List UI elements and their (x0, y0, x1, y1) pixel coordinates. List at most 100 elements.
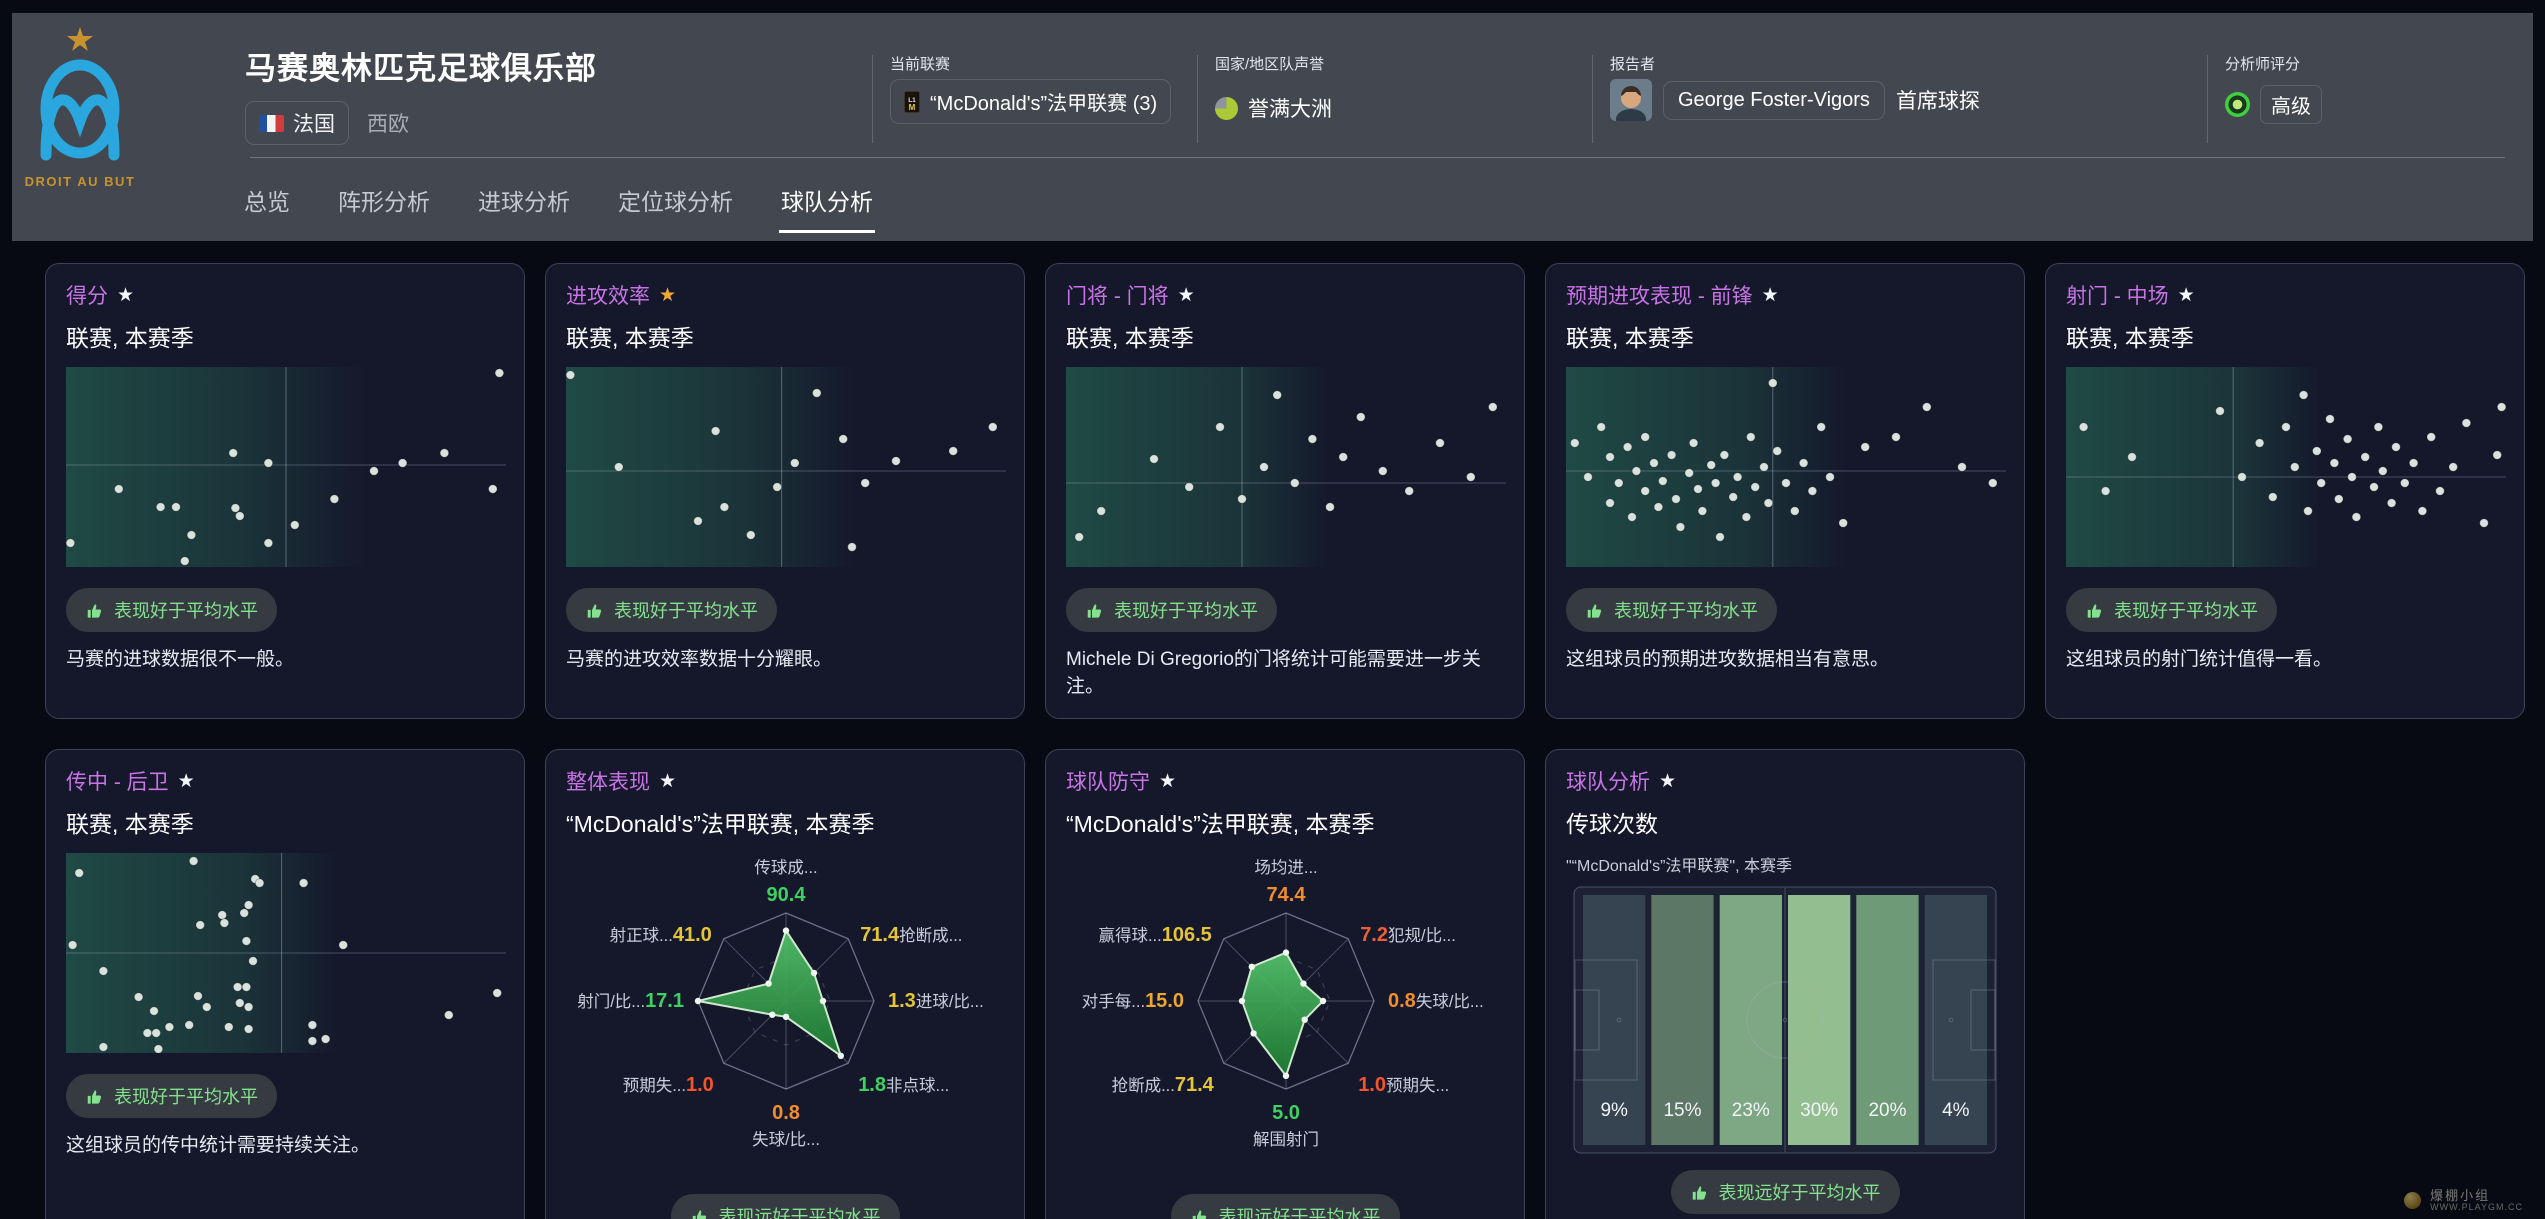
data-point (1658, 476, 1668, 486)
card-subtitle: “McDonald's”法甲联赛, 本赛季 (1066, 811, 1375, 838)
data-point (2316, 478, 2326, 488)
data-point (2237, 472, 2247, 482)
data-point (307, 1020, 318, 1030)
radar-outer-ring (697, 912, 875, 1090)
watermark: 爆棚小组 WWW.PLAYGM.CC (2404, 1188, 2523, 1213)
pitch-zone-bar (1583, 895, 1646, 1146)
card-score: 得分 ★ 联赛, 本赛季 表现好于平均水平 马赛的进球数据很不一般。 (45, 263, 525, 720)
thumbs-up-icon (1192, 1210, 1206, 1219)
data-point (1746, 432, 1756, 442)
data-point (1957, 462, 1967, 472)
card-title-text: 球队防守 (1066, 771, 1150, 795)
data-point (988, 422, 998, 432)
data-point (1622, 442, 1633, 452)
club-header: DROIT AU BUT 马赛奥林匹克足球俱乐部 法国 西欧 当前联赛 L1 M… (12, 13, 2533, 241)
data-point (1466, 472, 1476, 482)
header-divider (1592, 55, 1593, 143)
data-point (133, 992, 144, 1002)
data-point (2215, 406, 2225, 416)
data-point (746, 530, 756, 540)
analysis-cards-grid: 得分 ★ 联赛, 本赛季 表现好于平均水平 马赛的进球数据很不一般。 进攻效率 ★ 联赛, 本… (45, 263, 2525, 1219)
data-point (184, 1020, 194, 1030)
radar-vertex (1238, 997, 1246, 1005)
zone-percent-label: 4% (1942, 1100, 1970, 1121)
data-point (1404, 486, 1415, 496)
radar-axis-entry: 赢得球...106.5 (1098, 924, 1211, 946)
zone-percent-label: 15% (1663, 1100, 1701, 1121)
data-point (1570, 438, 1580, 448)
card-shots-midfield: 射门 - 中场 ★ 联赛, 本赛季 表现好于平均水平 这组球员的射门统计值得一看。 (2045, 263, 2525, 720)
data-point (2281, 422, 2291, 432)
scatter-plot (1566, 367, 2006, 567)
data-point (235, 511, 245, 521)
zone-percent-label: 30% (1800, 1100, 1838, 1121)
star-icon: ★ (659, 284, 677, 306)
performance-badge-text: 表现好于平均水平 (1614, 601, 1758, 621)
data-point (235, 998, 245, 1008)
crest-star-icon (67, 27, 93, 51)
card-description: 这组球员的射门统计值得一看。 (2066, 649, 2333, 670)
scatter-plot (565, 367, 1006, 567)
data-point (1684, 468, 1694, 478)
radar-vertex (1250, 1030, 1257, 1037)
data-point (188, 856, 199, 866)
data-point (2479, 518, 2489, 528)
data-point (329, 494, 340, 504)
data-point (1675, 522, 1686, 532)
data-point (2342, 434, 2353, 444)
star-icon: ★ (2177, 284, 2195, 306)
analyst-rating-icon (2225, 92, 2250, 117)
thumbs-up-icon (87, 603, 102, 618)
nation-reputation-value: 誉满大洲 (1248, 98, 1332, 121)
reporter-name-box[interactable]: George Foster-Vigors (1663, 80, 1885, 120)
card-subtitle: 联赛, 本赛季 (1066, 325, 1194, 351)
crest-motto: DROIT AU BUT (25, 174, 136, 189)
performance-badge: 表现远好于平均水平 (1670, 1170, 1900, 1215)
tab-0[interactable]: 总览 (244, 189, 290, 215)
performance-badge: 表现远好于平均水平 (670, 1194, 900, 1219)
data-point (1772, 446, 1782, 456)
radar-axis-label: 场均进... (1254, 858, 1317, 877)
data-point (488, 484, 498, 494)
data-point (202, 1002, 212, 1012)
radar-vertex (1319, 997, 1327, 1005)
card-team-defence: 球队防守 ★ “McDonald's”法甲联赛, 本赛季场均进... 74.4 7.2犯… (1045, 749, 1525, 1219)
star-icon: ★ (1159, 770, 1177, 792)
card-title: 射门 - 中场 ★ (2066, 280, 2504, 310)
country-box[interactable]: 法国 (245, 101, 349, 145)
chart-area (66, 853, 506, 1058)
data-point (2448, 462, 2459, 472)
data-point (1631, 466, 1642, 476)
pitch-zone-bar (1856, 895, 1919, 1146)
data-point (2347, 472, 2357, 482)
data-point (1750, 482, 1760, 492)
card-goalkeeper: 门将 - 门将 ★ 联赛, 本赛季 表现好于平均水平 Michele Di Gregor… (1045, 263, 1525, 720)
data-point (1640, 432, 1650, 442)
performance-badge: 表现好于平均水平 (66, 588, 277, 632)
data-point (948, 446, 959, 456)
tab-2[interactable]: 进球分析 (478, 189, 570, 215)
data-point (1640, 486, 1650, 496)
data-point (1768, 378, 1778, 388)
radar-chart: 场均进... 74.4 7.2犯规/比... 0.8失球/比... 1.0预期失... 5… (1082, 858, 1484, 1149)
tab-3[interactable]: 定位球分析 (618, 189, 733, 215)
pitch-zone-bar (1651, 895, 1714, 1146)
data-point (2329, 458, 2340, 468)
radar-vertex (810, 969, 818, 977)
card-title-text: 射门 - 中场 (2066, 285, 2169, 308)
data-point (444, 1010, 454, 1020)
data-point (1488, 402, 1498, 412)
radar-axis-entry: 7.2犯规/比... (1360, 924, 1456, 946)
data-point (1237, 494, 1247, 504)
tab-1[interactable]: 阵形分析 (338, 189, 430, 215)
data-point (151, 1028, 161, 1038)
current-league-box[interactable]: L1 M “McDonald's”法甲联赛 (3) (890, 79, 1172, 124)
country-label: 法国 (293, 113, 335, 136)
chart-area: 场均进... 74.4 7.2犯规/比... 0.8失球/比... 1.0预期失... 5… (1066, 841, 1504, 1178)
data-point (2435, 486, 2445, 496)
card-description: 这组球员的传中统计需要持续关注。 (66, 1135, 371, 1157)
tab-4[interactable]: 球队分析 (777, 173, 877, 233)
analyst-rating-box[interactable]: 高级 (2260, 85, 2322, 124)
data-point (397, 458, 408, 468)
scatter-plot (65, 367, 506, 567)
